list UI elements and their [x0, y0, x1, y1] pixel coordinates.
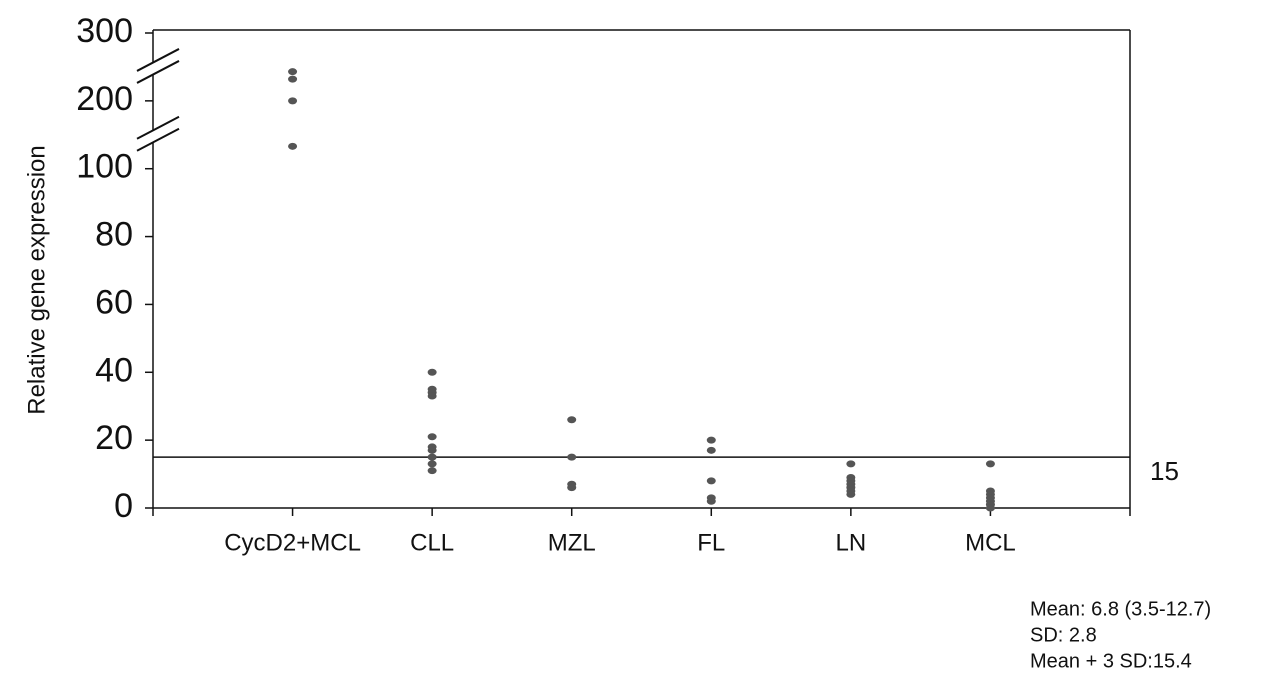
y-tick-label: 100: [76, 148, 133, 186]
x-tick-label: CLL: [410, 529, 454, 556]
data-point: [427, 467, 437, 475]
data-point: [427, 433, 437, 441]
data-point: [288, 142, 298, 150]
data-point: [706, 477, 716, 485]
data-point: [427, 460, 437, 468]
axis-break-gap: [137, 48, 179, 83]
data-point: [288, 75, 298, 83]
y-tick-label: 80: [95, 216, 133, 254]
note: Mean + 3 SD:15.4: [1030, 650, 1192, 672]
y-tick-label: 40: [95, 351, 133, 389]
y-tick-label: 20: [95, 419, 133, 457]
x-tick-label: CycD2+MCL: [224, 529, 361, 556]
note: SD: 2.8: [1030, 624, 1097, 646]
axis-break: [136, 48, 180, 72]
axis-break: [136, 115, 180, 140]
data-point: [427, 392, 437, 400]
data-point: [288, 97, 298, 105]
axis-break-gap: [137, 116, 179, 151]
data-point: [567, 453, 577, 461]
axis-break: [136, 127, 180, 152]
data-point: [427, 446, 437, 454]
axis-break: [136, 60, 180, 84]
x-tick-label: FL: [697, 529, 725, 556]
y-tick-label: 0: [114, 487, 133, 525]
data-point: [706, 446, 716, 454]
data-point: [706, 436, 716, 444]
data-point: [846, 460, 856, 468]
y-axis-label: Relative gene expression: [23, 145, 50, 415]
data-point: [567, 416, 577, 424]
data-point: [427, 368, 437, 376]
x-tick-label: LN: [836, 529, 867, 556]
data-point: [288, 68, 298, 76]
data-point: [985, 460, 995, 468]
x-tick-label: MZL: [548, 529, 596, 556]
data-point: [427, 453, 437, 461]
data-point: [567, 484, 577, 492]
y-tick-label: 300: [76, 12, 133, 50]
x-tick-label: MCL: [965, 529, 1016, 556]
data-point: [706, 497, 716, 505]
y-tick-label: 60: [95, 283, 133, 321]
note: Mean: 6.8 (3.5-12.7): [1030, 598, 1211, 620]
data-point: [846, 490, 856, 498]
y-tick-label: 200: [76, 80, 133, 118]
data-point: [985, 504, 995, 512]
reference-label: 15: [1150, 456, 1179, 486]
